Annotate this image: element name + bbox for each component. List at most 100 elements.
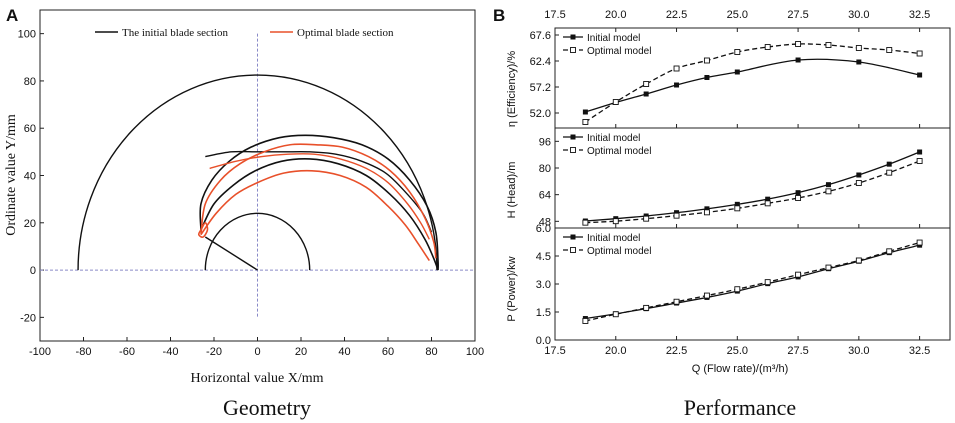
power-axis-title: P (Power)/kw xyxy=(506,256,518,321)
head-initial-point xyxy=(886,161,892,167)
geometry-y-axis-title: Ordinate value Y/mm xyxy=(4,114,19,236)
geometry-y-tick-label: 60 xyxy=(24,123,36,135)
power-optimal-point xyxy=(734,286,741,293)
power-y-tick-label: 6.0 xyxy=(536,223,551,235)
geometry-y-tick-label: -20 xyxy=(20,312,36,324)
head-initial-point xyxy=(704,206,710,212)
outer-casing-arc xyxy=(77,74,438,271)
head-optimal-point xyxy=(764,200,771,207)
head-initial-point xyxy=(825,182,831,188)
efficiency-optimal-point xyxy=(886,47,893,53)
bottom-x-tick-label: 30.0 xyxy=(848,345,869,357)
efficiency-optimal-point xyxy=(612,99,619,105)
head-optimal-point xyxy=(825,188,832,195)
performance-chart: 17.5 20.0 22.5 25.0 27.5 30.0 32.5 17.5 20.0 22.5… xyxy=(506,9,951,375)
power-optimal-point xyxy=(703,292,710,299)
power-optimal-point xyxy=(916,239,923,246)
optimal-blade-outer-curve xyxy=(200,143,437,259)
top-x-tick-label: 22.5 xyxy=(666,9,687,21)
head-optimal-point xyxy=(643,215,650,222)
head-initial-point xyxy=(856,172,862,178)
power-optimal-point xyxy=(673,298,680,305)
geometry-x-tick-label: -60 xyxy=(119,346,135,358)
geometry-x-tick-label: 100 xyxy=(466,346,484,358)
efficiency-axis-title: η (Efficiency)/% xyxy=(506,51,518,127)
power-legend-initial-label: Initial model xyxy=(587,233,640,244)
top-x-tick-label: 20.0 xyxy=(605,9,626,21)
head-optimal-line xyxy=(585,160,920,224)
performance-frames: 17.5 20.0 22.5 25.0 27.5 30.0 32.5 17.5 20.0 22.5… xyxy=(530,9,951,357)
geometry-x-tick-label: -80 xyxy=(76,346,92,358)
performance-series: Initial model Optimal model Initial model O… xyxy=(563,33,923,324)
efficiency-legend-optimal-marker xyxy=(570,47,576,53)
efficiency-optimal-point xyxy=(916,50,923,57)
power-optimal-point xyxy=(886,248,893,255)
efficiency-optimal-point xyxy=(764,44,771,50)
legend-optimal-label: Optimal blade section xyxy=(297,27,394,39)
efficiency-optimal-point xyxy=(582,119,589,125)
power-optimal-point xyxy=(612,311,619,318)
top-x-tick-label: 25.0 xyxy=(727,9,748,21)
power-y-tick-label: 4.5 xyxy=(536,251,551,263)
efficiency-legend-initial-label: Initial model xyxy=(587,33,640,44)
bottom-x-tick-label: 27.5 xyxy=(787,345,808,357)
hub-arc xyxy=(204,212,311,271)
flow-rate-axis-title: Q (Flow rate)/(m³/h) xyxy=(692,363,789,375)
head-initial-line xyxy=(585,151,920,222)
efficiency-y-tick-label: 62.4 xyxy=(530,56,551,68)
power-y-tick-label: 1.5 xyxy=(536,307,551,319)
head-optimal-point xyxy=(916,158,923,164)
efficiency-optimal-point xyxy=(643,81,650,87)
head-legend-initial-marker xyxy=(570,134,576,140)
panel-label-b: B xyxy=(493,6,505,25)
head-initial-point xyxy=(917,149,923,155)
bottom-x-tick-label: 20.0 xyxy=(605,345,626,357)
geometry-curves xyxy=(77,74,439,271)
power-y-tick-label: 3.0 xyxy=(536,279,551,291)
efficiency-initial-point xyxy=(734,69,740,75)
head-y-tick-label: 96 xyxy=(539,136,551,148)
efficiency-y-tick-label: 52.0 xyxy=(530,108,551,120)
top-x-tick-label: 30.0 xyxy=(848,9,869,21)
head-optimal-point xyxy=(795,195,802,201)
initial-blade-mid-curve xyxy=(205,150,433,233)
power-optimal-point xyxy=(825,264,832,271)
power-optimal-point xyxy=(582,318,589,324)
geometry-axes: -100 -80 -60 -40 -20 0 20 40 60 80 100 -20 0 20 40 60 80… xyxy=(18,29,485,358)
efficiency-optimal-point xyxy=(734,49,741,55)
head-initial-point xyxy=(765,196,771,202)
head-optimal-point xyxy=(734,205,741,212)
power-frame xyxy=(554,227,951,341)
initial-blade-inner-curve xyxy=(200,158,439,271)
geometry-x-axis-title: Horizontal value X/mm xyxy=(191,371,324,386)
geometry-x-tick-label: 80 xyxy=(425,346,437,358)
geometry-x-tick-label: 60 xyxy=(382,346,394,358)
head-optimal-point xyxy=(855,180,862,186)
efficiency-legend-optimal-label: Optimal model xyxy=(587,46,651,57)
geometry-x-tick-label: -100 xyxy=(29,346,51,358)
geometry-x-tick-label: -20 xyxy=(206,346,222,358)
efficiency-y-tick-label: 57.2 xyxy=(530,82,551,94)
geometry-x-tick-label: -40 xyxy=(163,346,179,358)
optimal-blade-mid-curve xyxy=(209,153,430,240)
head-y-tick-label: 64 xyxy=(539,190,551,202)
efficiency-y-tick-label: 67.6 xyxy=(530,30,551,42)
efficiency-initial-point xyxy=(674,82,680,88)
top-x-tick-label: 17.5 xyxy=(544,9,565,21)
initial-blade-outer-curve xyxy=(199,134,439,271)
head-initial-point xyxy=(734,201,740,207)
geometry-y-tick-label: 40 xyxy=(24,171,36,183)
head-legend-initial-label: Initial model xyxy=(587,133,640,144)
efficiency-initial-point xyxy=(643,91,649,97)
power-legend-initial-marker xyxy=(570,234,576,240)
power-y-tick-label: 0.0 xyxy=(536,335,551,347)
geometry-y-tick-label: 80 xyxy=(24,76,36,88)
geometry-y-tick-label: 0 xyxy=(30,265,36,277)
efficiency-optimal-point xyxy=(703,57,710,64)
head-y-tick-label: 80 xyxy=(539,163,551,175)
legend-initial-label: The initial blade section xyxy=(122,27,228,39)
head-optimal-point xyxy=(703,209,710,216)
efficiency-optimal-point xyxy=(795,41,802,47)
head-legend-optimal-label: Optimal model xyxy=(587,146,651,157)
head-initial-point xyxy=(674,210,680,216)
